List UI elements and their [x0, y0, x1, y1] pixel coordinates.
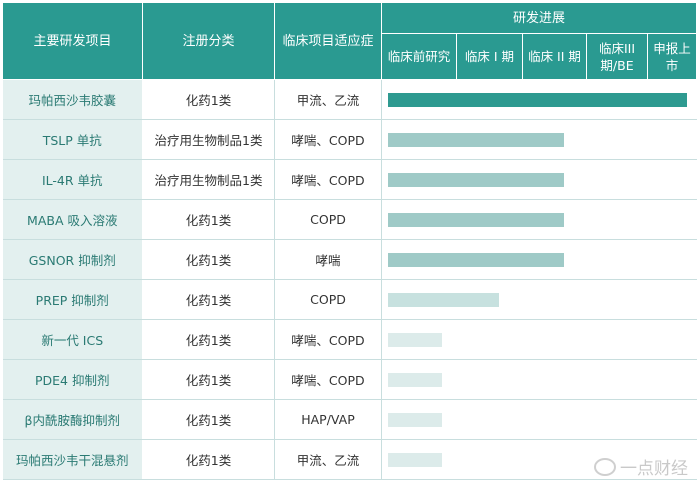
watermark-text: 一点财经 [620, 459, 688, 479]
progress-bar [388, 132, 564, 147]
progress-bar [388, 332, 442, 347]
table-row: 玛帕西沙韦干混悬剂 化药1类 甲流、乙流 [2, 439, 697, 480]
registration-category: 化药1类 [142, 319, 275, 360]
table-row: TSLP 单抗 治疗用生物制品1类 哮喘、COPD [2, 119, 697, 160]
registration-category: 治疗用生物制品1类 [142, 119, 275, 160]
project-name: GSNOR 抑制剂 [2, 239, 143, 280]
progress-cell [381, 439, 697, 480]
watermark: 一点财经 [594, 454, 688, 479]
header-stage-1: 临床 I 期 [456, 33, 523, 80]
clinical-indication: 甲流、乙流 [274, 439, 382, 480]
progress-bar [388, 92, 687, 107]
table-row: IL-4R 单抗 治疗用生物制品1类 哮喘、COPD [2, 159, 697, 200]
progress-cell [381, 279, 697, 320]
progress-bar [388, 212, 564, 227]
progress-cell [381, 399, 697, 440]
project-name: 玛帕西沙韦干混悬剂 [2, 439, 143, 480]
header-name: 主要研发项目 [2, 2, 143, 80]
project-name: 玛帕西沙韦胶囊 [2, 79, 143, 120]
progress-cell [381, 119, 697, 160]
progress-cell [381, 319, 697, 360]
header-progress: 研发进展 [380, 2, 698, 34]
project-name: MABA 吸入溶液 [2, 199, 143, 240]
registration-category: 治疗用生物制品1类 [142, 159, 275, 200]
clinical-indication: COPD [274, 279, 382, 320]
table-row: PREP 抑制剂 化药1类 COPD [2, 279, 697, 320]
registration-category: 化药1类 [142, 399, 275, 440]
project-name: PREP 抑制剂 [2, 279, 143, 320]
project-name: PDE4 抑制剂 [2, 359, 143, 400]
registration-category: 化药1类 [142, 279, 275, 320]
table-row: 玛帕西沙韦胶囊 化药1类 甲流、乙流 [2, 79, 697, 120]
progress-bar [388, 172, 564, 187]
progress-bar [388, 252, 564, 267]
rd-pipeline-table: 主要研发项目 注册分类 临床项目适应症 研发进展 临床前研究 临床 I 期临床 I… [2, 2, 698, 480]
clinical-indication: 哮喘 [274, 239, 382, 280]
table-row: PDE4 抑制剂 化药1类 哮喘、COPD [2, 359, 697, 400]
clinical-indication: 哮喘、COPD [274, 319, 382, 360]
table-row: GSNOR 抑制剂 化药1类 哮喘 [2, 239, 697, 280]
project-name: 新一代 ICS [2, 319, 143, 360]
progress-bar [388, 372, 442, 387]
progress-cell [381, 199, 697, 240]
clinical-indication: 哮喘、COPD [274, 359, 382, 400]
progress-cell [381, 159, 697, 200]
progress-bar [388, 412, 442, 427]
registration-category: 化药1类 [142, 359, 275, 400]
registration-category: 化药1类 [142, 79, 275, 120]
weibo-icon [594, 457, 616, 476]
registration-category: 化药1类 [142, 439, 275, 480]
clinical-indication: 甲流、乙流 [274, 79, 382, 120]
progress-cell [381, 359, 697, 400]
clinical-indication: HAP/VAP [274, 399, 382, 440]
project-name: IL-4R 单抗 [2, 159, 143, 200]
registration-category: 化药1类 [142, 239, 275, 280]
header-stage-3: 临床III期/BE [586, 33, 648, 80]
table-row: β内酰胺酶抑制剂 化药1类 HAP/VAP [2, 399, 697, 440]
header-stage-0: 临床前研究 [381, 33, 457, 80]
project-name: TSLP 单抗 [2, 119, 143, 160]
progress-cell [381, 79, 697, 120]
clinical-indication: COPD [274, 199, 382, 240]
project-name: β内酰胺酶抑制剂 [2, 399, 143, 440]
header-indication: 临床项目适应症 [274, 2, 382, 80]
clinical-indication: 哮喘、COPD [274, 159, 382, 200]
header-stage-4: 申报上市 [646, 33, 698, 80]
header-stage-2: 临床 II 期 [522, 33, 587, 80]
progress-bar [388, 292, 499, 307]
progress-cell [381, 239, 697, 280]
table-row: MABA 吸入溶液 化药1类 COPD [2, 199, 697, 240]
progress-bar [388, 452, 442, 467]
registration-category: 化药1类 [142, 199, 275, 240]
clinical-indication: 哮喘、COPD [274, 119, 382, 160]
table-row: 新一代 ICS 化药1类 哮喘、COPD [2, 319, 697, 360]
header-category: 注册分类 [142, 2, 275, 80]
